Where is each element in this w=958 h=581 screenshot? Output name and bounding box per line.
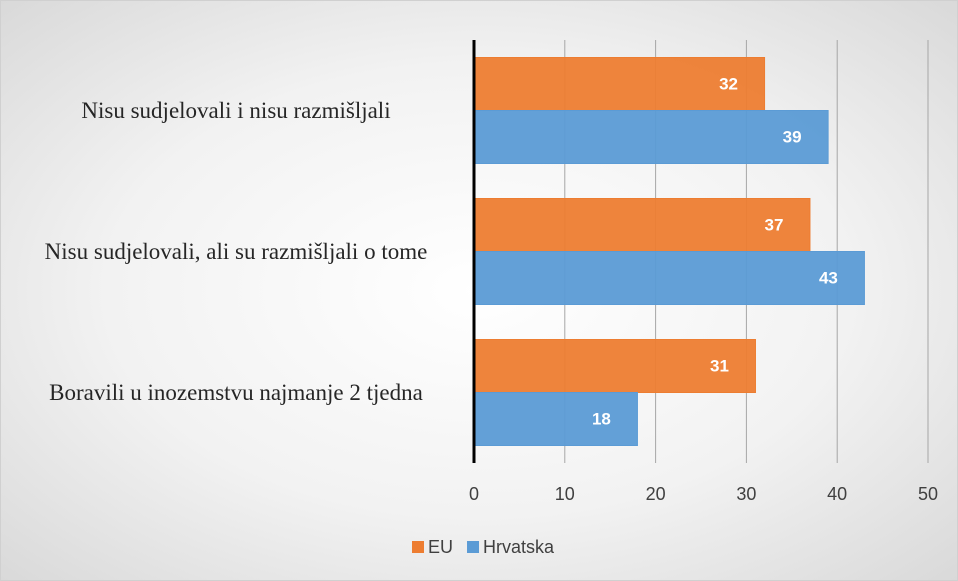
data-label: 43 <box>819 268 838 287</box>
bar <box>473 110 829 164</box>
bar <box>473 392 638 446</box>
data-label: 37 <box>764 215 783 234</box>
category-label: Nisu sudjelovali i nisu razmišljali <box>81 97 391 123</box>
legend-swatch <box>412 541 424 553</box>
legend-swatch <box>467 541 480 553</box>
x-tick-label: 20 <box>646 484 666 504</box>
x-tick-label: 50 <box>918 484 938 504</box>
legend-label: Hrvatska <box>483 537 555 557</box>
category-label: Nisu sudjelovali, ali su razmišljali o t… <box>44 238 428 264</box>
data-label: 39 <box>783 127 802 146</box>
x-tick-label: 10 <box>555 484 575 504</box>
legend-label: EU <box>428 537 453 557</box>
x-tick-label: 30 <box>736 484 756 504</box>
x-tick-label: 0 <box>469 484 479 504</box>
data-label: 32 <box>719 74 738 93</box>
bar <box>473 198 811 252</box>
bar <box>473 251 865 305</box>
data-label: 31 <box>710 356 729 375</box>
data-label: 18 <box>592 409 611 428</box>
x-tick-label: 40 <box>827 484 847 504</box>
category-label: Boravili u inozemstvu najmanje 2 tjedna <box>49 379 423 405</box>
